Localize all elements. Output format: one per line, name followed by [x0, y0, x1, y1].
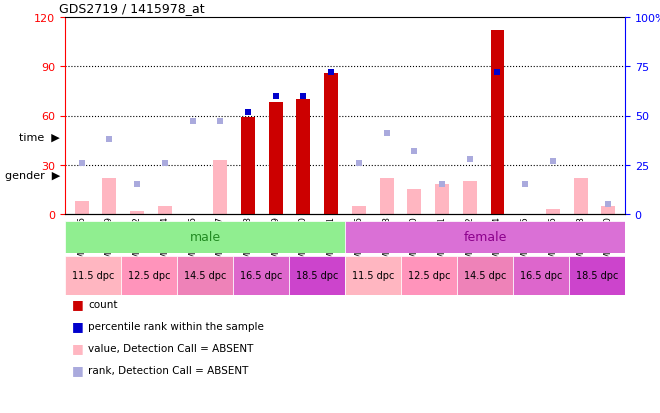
Bar	[241, 118, 255, 214]
Text: gender  ▶: gender ▶	[5, 171, 60, 180]
Bar	[435, 185, 449, 214]
Text: ■: ■	[71, 342, 83, 355]
Text: value, Detection Call = ABSENT: value, Detection Call = ABSENT	[88, 343, 253, 353]
Bar	[407, 190, 421, 214]
Bar	[345, 256, 401, 295]
Bar	[324, 74, 338, 214]
Bar	[289, 256, 345, 295]
Bar	[65, 221, 345, 254]
Bar	[233, 256, 289, 295]
Bar	[75, 202, 88, 214]
Text: count: count	[88, 299, 117, 309]
Text: 12.5 dpc: 12.5 dpc	[408, 271, 450, 281]
Text: female: female	[463, 231, 507, 244]
Bar	[345, 221, 625, 254]
Bar	[296, 100, 310, 214]
Text: 18.5 dpc: 18.5 dpc	[576, 271, 618, 281]
Text: 11.5 dpc: 11.5 dpc	[352, 271, 394, 281]
Text: 18.5 dpc: 18.5 dpc	[296, 271, 338, 281]
Text: 12.5 dpc: 12.5 dpc	[128, 271, 170, 281]
Bar	[490, 31, 504, 214]
Bar	[121, 256, 177, 295]
Text: 16.5 dpc: 16.5 dpc	[520, 271, 562, 281]
Bar	[601, 206, 615, 214]
Text: rank, Detection Call = ABSENT: rank, Detection Call = ABSENT	[88, 365, 248, 375]
Bar	[457, 256, 513, 295]
Bar	[213, 160, 227, 214]
Bar	[574, 178, 587, 214]
Bar	[569, 256, 625, 295]
Bar	[102, 178, 116, 214]
Text: 11.5 dpc: 11.5 dpc	[72, 271, 114, 281]
Text: 14.5 dpc: 14.5 dpc	[184, 271, 226, 281]
Text: 16.5 dpc: 16.5 dpc	[240, 271, 282, 281]
Text: ■: ■	[71, 363, 83, 377]
Bar	[379, 178, 393, 214]
Bar	[546, 209, 560, 214]
Bar	[401, 256, 457, 295]
Bar	[513, 256, 569, 295]
Bar	[463, 182, 477, 214]
Bar	[65, 256, 121, 295]
Text: ■: ■	[71, 298, 83, 311]
Bar	[269, 103, 282, 214]
Text: 14.5 dpc: 14.5 dpc	[464, 271, 506, 281]
Text: ■: ■	[71, 320, 83, 333]
Text: GDS2719 / 1415978_at: GDS2719 / 1415978_at	[59, 2, 205, 15]
Bar	[352, 206, 366, 214]
Bar	[130, 211, 144, 214]
Text: male: male	[189, 231, 220, 244]
Bar	[158, 206, 172, 214]
Bar	[177, 256, 233, 295]
Text: time  ▶: time ▶	[19, 132, 60, 142]
Text: percentile rank within the sample: percentile rank within the sample	[88, 321, 264, 331]
